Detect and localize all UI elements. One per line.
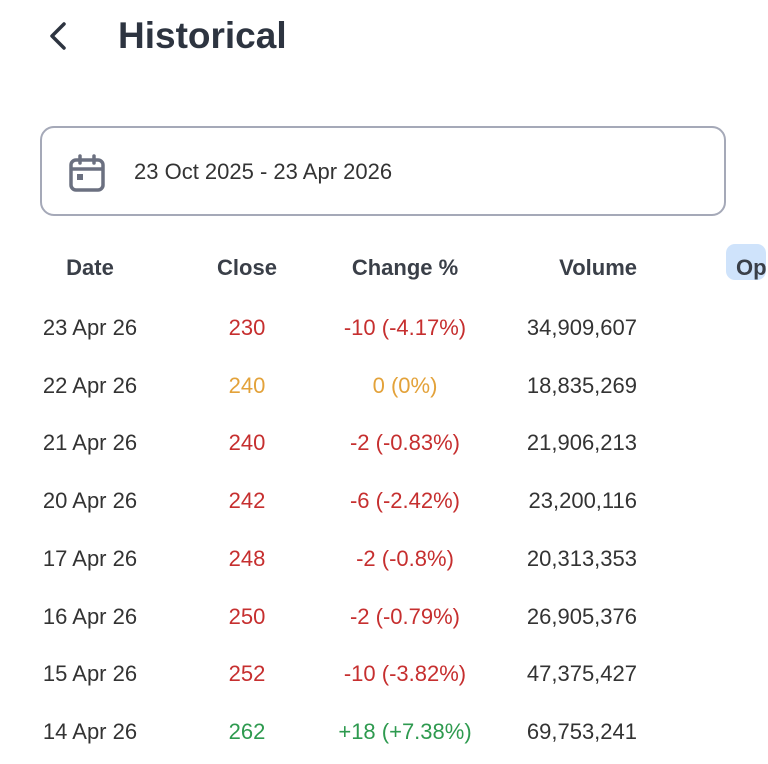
change-cell: 0 (0%) bbox=[372, 372, 438, 398]
change-cell: -6 (-2.42%) bbox=[349, 488, 461, 514]
close-cell: 252 bbox=[228, 661, 266, 687]
volume-cell: 20,313,353 bbox=[526, 545, 637, 571]
scroll-hint-icon[interactable] bbox=[724, 242, 768, 282]
date-range-text: 23 Oct 2025 - 23 Apr 2026 bbox=[134, 159, 393, 184]
back-button[interactable] bbox=[40, 18, 76, 54]
close-cell: 230 bbox=[228, 315, 266, 340]
column-header: Close bbox=[217, 255, 277, 280]
close-cell: 248 bbox=[228, 545, 266, 571]
change-cell: -2 (-0.79%) bbox=[349, 603, 461, 629]
volume-cell: 34,909,607 bbox=[526, 315, 637, 340]
volume-cell: 18,835,269 bbox=[526, 372, 637, 398]
column-header: Op bbox=[736, 255, 767, 280]
date-cell: 14 Apr 26 bbox=[42, 718, 138, 744]
calendar-icon bbox=[69, 154, 105, 192]
close-cell: 242 bbox=[228, 488, 266, 514]
volume-cell: 47,375,427 bbox=[526, 661, 637, 687]
date-cell: 21 Apr 26 bbox=[42, 430, 138, 456]
close-cell: 250 bbox=[228, 603, 266, 629]
date-range-picker[interactable]: 23 Oct 2025 - 23 Apr 2026 bbox=[40, 126, 726, 216]
date-cell: 15 Apr 26 bbox=[42, 661, 138, 687]
change-cell: -10 (-4.17%) bbox=[343, 315, 467, 340]
volume-cell: 21,906,213 bbox=[526, 430, 637, 456]
column-header: Change % bbox=[351, 255, 459, 280]
close-cell: 262 bbox=[228, 718, 266, 744]
column-header: Date bbox=[66, 255, 114, 280]
change-cell: -2 (-0.8%) bbox=[356, 545, 454, 571]
date-cell: 20 Apr 26 bbox=[42, 488, 138, 514]
column-header: Volume bbox=[559, 255, 637, 280]
page-title: Historical bbox=[118, 15, 287, 56]
date-cell: 17 Apr 26 bbox=[42, 545, 138, 571]
change-cell: -10 (-3.82%) bbox=[343, 661, 467, 687]
volume-cell: 23,200,116 bbox=[528, 488, 637, 514]
volume-cell: 26,905,376 bbox=[526, 603, 637, 629]
date-cell: 16 Apr 26 bbox=[42, 603, 138, 629]
change-cell: +18 (+7.38%) bbox=[338, 718, 472, 744]
close-cell: 240 bbox=[228, 430, 266, 456]
volume-cell: 69,753,241 bbox=[526, 718, 637, 744]
close-cell: 240 bbox=[228, 372, 266, 398]
change-cell: -2 (-0.83%) bbox=[349, 430, 461, 456]
date-cell: 22 Apr 26 bbox=[42, 372, 138, 398]
date-cell: 23 Apr 26 bbox=[42, 315, 138, 340]
